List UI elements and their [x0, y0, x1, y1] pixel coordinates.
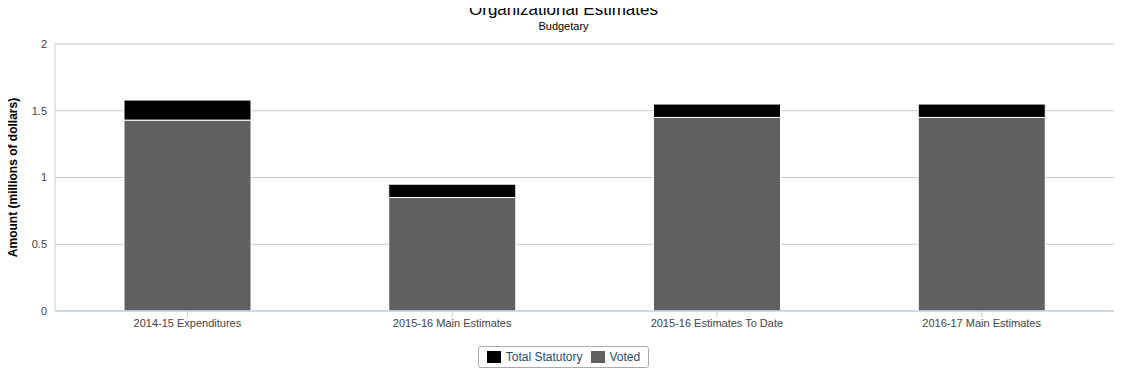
svg-text:2014-15 Expenditures: 2014-15 Expenditures [134, 317, 242, 329]
svg-text:1: 1 [41, 171, 47, 183]
html-text:Budgetary: Budgetary [538, 20, 589, 32]
svg-text:2015-16 Estimates To Date: 2015-16 Estimates To Date [651, 317, 783, 329]
svg-text:0.5: 0.5 [32, 238, 47, 250]
svg-text:0: 0 [41, 305, 47, 317]
html-text:Total Statutory: Total Statutory [505, 350, 583, 364]
svg-text:2: 2 [41, 38, 47, 50]
svg-text:1.5: 1.5 [32, 105, 47, 117]
svg-text:Amount (millions of dollars): Amount (millions of dollars) [8, 98, 20, 257]
html-text:Organizational Estimates: Organizational Estimates [469, 0, 658, 19]
html-text:Voted: Voted [609, 350, 641, 364]
svg-text:2015-16 Main Estimates: 2015-16 Main Estimates [393, 317, 512, 329]
svg-text:2016-17 Main Estimates: 2016-17 Main Estimates [922, 317, 1041, 329]
